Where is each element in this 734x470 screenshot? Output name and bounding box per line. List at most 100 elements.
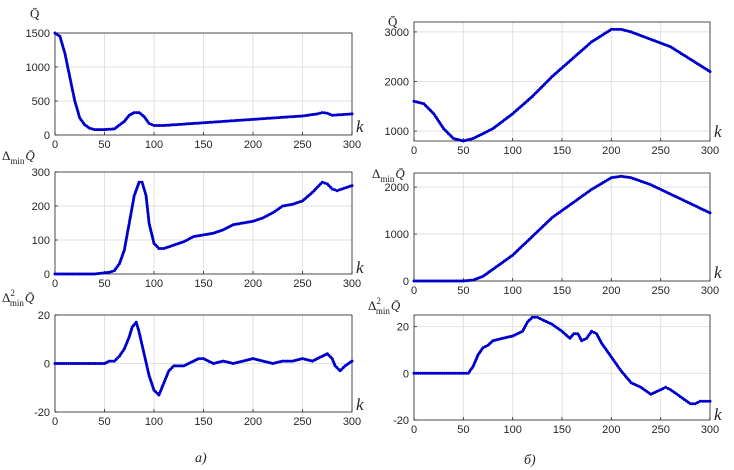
x-tick-label: 100 [503, 145, 521, 157]
data-point [438, 371, 442, 375]
data-point [341, 113, 345, 116]
series-markers [53, 180, 354, 276]
data-point [430, 279, 434, 283]
data-point [159, 124, 163, 127]
data-point [436, 371, 440, 375]
y-tick-label: -20 [393, 415, 409, 427]
data-point [290, 115, 294, 119]
data-point [145, 205, 149, 209]
series-markers [412, 315, 712, 406]
data-point [90, 127, 94, 131]
data-point [281, 359, 285, 363]
x-axis-label: k [356, 258, 364, 277]
data-point [283, 359, 287, 363]
x-axis-label: k [356, 117, 364, 136]
data-point [77, 272, 81, 276]
data-point [609, 27, 613, 31]
x-tick-label: 200 [244, 416, 262, 428]
data-point [661, 387, 665, 390]
x-tick-label: 150 [194, 139, 212, 151]
data-point [147, 219, 151, 223]
data-point [96, 362, 100, 365]
data-point [617, 27, 621, 31]
data-point [320, 180, 324, 184]
data-point [335, 113, 339, 117]
data-point [140, 180, 144, 184]
data-point [143, 192, 147, 195]
data-point [64, 272, 68, 276]
data-point [150, 123, 153, 126]
data-point [580, 339, 584, 343]
data-point [132, 111, 136, 115]
data-point [94, 362, 97, 365]
data-point [100, 362, 104, 365]
x-tick-label: 50 [98, 416, 110, 428]
data-point [55, 362, 59, 365]
data-point [425, 371, 429, 375]
x-tick-label: 300 [343, 278, 361, 290]
data-point [439, 279, 443, 283]
data-point [538, 317, 542, 320]
data-point [423, 371, 427, 375]
data-point [79, 272, 83, 276]
data-point [693, 402, 697, 406]
data-point [69, 362, 73, 365]
x-tick-label: 300 [701, 285, 719, 297]
x-tick-label: 0 [52, 278, 58, 290]
data-point [432, 279, 436, 283]
data-point [202, 121, 205, 125]
data-point [110, 359, 114, 363]
x-tick-label: 100 [145, 416, 163, 428]
data-point [146, 214, 150, 218]
data-point [195, 121, 199, 125]
data-point [459, 279, 463, 283]
data-point [71, 362, 75, 365]
data-point [434, 279, 438, 283]
data-point [708, 211, 712, 215]
data-point [706, 399, 709, 403]
data-point [232, 119, 236, 123]
data-point [338, 188, 342, 192]
data-point [75, 272, 79, 276]
data-point [664, 385, 668, 389]
data-point [68, 272, 72, 276]
data-point [90, 272, 94, 276]
x-tick-label: 50 [457, 424, 469, 436]
data-point [455, 279, 459, 283]
data-point [323, 181, 327, 185]
x-tick-label: 0 [411, 424, 417, 436]
y-axis-label: ΔminQ̄ [372, 166, 405, 184]
x-tick-label: 50 [457, 285, 469, 297]
data-point [264, 117, 268, 120]
data-point [348, 112, 352, 116]
x-tick-label: 0 [411, 285, 417, 297]
data-point [298, 114, 302, 118]
y-tick-label: 3000 [385, 27, 409, 39]
caption-left: а) [195, 451, 207, 466]
data-point [107, 270, 111, 274]
y-tick-label: 100 [32, 235, 50, 247]
data-point [157, 247, 161, 250]
y-tick-label: 2000 [385, 182, 409, 194]
data-point [58, 362, 61, 365]
data-point [442, 371, 446, 375]
series-markers [53, 31, 354, 132]
data-point [535, 315, 539, 319]
data-point [343, 112, 347, 116]
data-point [88, 126, 92, 130]
data-point [417, 279, 420, 283]
y-tick-label: 20 [38, 310, 50, 322]
y-tick-label: 500 [32, 96, 50, 108]
data-point [78, 362, 82, 365]
y-tick-label: 1500 [26, 28, 50, 40]
data-point [416, 371, 420, 375]
x-axis-label: k [714, 405, 722, 424]
caption-right: б) [524, 453, 536, 468]
y-axis-label: Δ2 minQ̄ [368, 296, 401, 316]
x-tick-label: 100 [145, 139, 163, 151]
x-tick-label: 100 [503, 285, 521, 297]
x-tick-label: 250 [293, 278, 311, 290]
data-point [414, 371, 418, 375]
data-point [76, 362, 79, 365]
